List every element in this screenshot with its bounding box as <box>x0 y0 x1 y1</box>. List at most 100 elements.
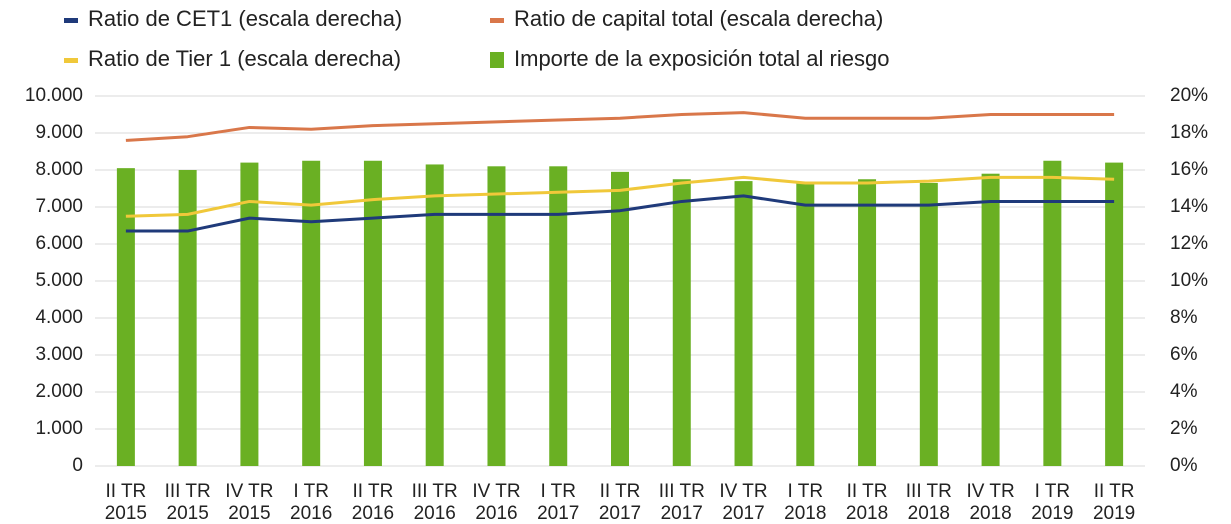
bar <box>116 168 135 466</box>
y-tick-label: 3.000 <box>35 344 83 365</box>
y-tick-label: 4.000 <box>35 307 83 328</box>
legend-label: Importe de la exposición total al riesgo <box>514 46 889 71</box>
bar <box>734 181 753 466</box>
x-tick-line: IV TR <box>719 481 767 502</box>
bar <box>425 164 444 466</box>
x-tick-line: 2016 <box>414 503 456 524</box>
x-tick-line: III TR <box>412 481 458 502</box>
x-tick-label: IV TR 2017 <box>719 481 767 524</box>
x-tick-line: 2017 <box>537 503 579 524</box>
y2-tick-label: 10% <box>1170 270 1208 291</box>
bar <box>1105 162 1124 466</box>
x-tick-line: 2018 <box>846 503 888 524</box>
x-tick-label: II TR 2017 <box>599 481 641 524</box>
legend-label: Ratio de capital total (escala derecha) <box>514 6 883 31</box>
x-tick-line: II TR <box>353 481 394 502</box>
bar <box>302 160 321 466</box>
bar <box>858 179 877 466</box>
bar <box>549 166 568 467</box>
x-tick-line: II TR <box>847 481 888 502</box>
y-tick-label: 9.000 <box>35 122 83 143</box>
x-tick-label: II TR 2016 <box>352 481 394 524</box>
x-tick-line: II TR <box>600 481 641 502</box>
x-tick-line: 2019 <box>1093 503 1135 524</box>
x-tick-label: I TR 2017 <box>537 481 579 524</box>
x-tick-label: III TR 2016 <box>412 481 458 524</box>
x-tick-line: 2015 <box>167 503 209 524</box>
y-tick-label: 10.000 <box>25 85 83 106</box>
x-tick-line: I TR <box>788 481 824 502</box>
bar <box>178 170 197 466</box>
x-tick-line: III TR <box>659 481 705 502</box>
x-tick-label: IV TR 2018 <box>966 481 1014 524</box>
x-tick-line: 2017 <box>722 503 764 524</box>
line-series <box>125 175 1115 218</box>
x-tick-line: IV TR <box>472 481 520 502</box>
legend-label: Ratio de Tier 1 (escala derecha) <box>88 46 401 71</box>
x-tick-line: 2018 <box>969 503 1011 524</box>
x-tick-label: I TR 2016 <box>290 481 332 524</box>
x-tick-line: 2015 <box>228 503 270 524</box>
x-tick-line: 2017 <box>599 503 641 524</box>
x-tick-line: 2016 <box>475 503 517 524</box>
bar <box>1043 160 1062 466</box>
legend-swatch <box>64 18 78 23</box>
x-tick-line: II TR <box>105 481 146 502</box>
x-tick-label: IV TR 2015 <box>225 481 273 524</box>
y-tick-label: 7.000 <box>35 196 83 217</box>
y2-tick-label: 4% <box>1170 381 1198 402</box>
x-tick-line: 2019 <box>1031 503 1073 524</box>
y-tick-label: 0 <box>72 455 83 476</box>
line-series <box>125 111 1115 142</box>
x-tick-line: 2018 <box>908 503 950 524</box>
bar <box>672 179 691 466</box>
y2-tick-label: 8% <box>1170 307 1198 328</box>
bar <box>919 182 938 466</box>
bar <box>796 182 815 466</box>
legend-swatch <box>64 58 78 63</box>
x-tick-label: II TR 2015 <box>105 481 147 524</box>
legend-swatch <box>490 52 504 68</box>
x-tick-line: IV TR <box>225 481 273 502</box>
legend-swatch <box>490 18 504 23</box>
y2-tick-label: 16% <box>1170 159 1208 180</box>
x-tick-label: III TR 2015 <box>165 481 211 524</box>
y2-tick-label: 12% <box>1170 233 1208 254</box>
x-tick-line: 2015 <box>105 503 147 524</box>
bar <box>611 171 629 466</box>
x-tick-line: 2017 <box>661 503 703 524</box>
y2-tick-label: 2% <box>1170 418 1198 439</box>
bar <box>487 166 506 467</box>
bar <box>981 173 1000 466</box>
y2-tick-label: 18% <box>1170 122 1208 143</box>
x-tick-label: I TR 2019 <box>1031 481 1073 524</box>
x-tick-label: II TR 2018 <box>846 481 888 524</box>
x-tick-line: 2016 <box>352 503 394 524</box>
legend-label: Ratio de CET1 (escala derecha) <box>88 6 402 31</box>
y-tick-label: 2.000 <box>35 381 83 402</box>
y2-tick-label: 0% <box>1170 455 1198 476</box>
x-tick-line: I TR <box>1035 481 1071 502</box>
y-tick-label: 1.000 <box>35 418 83 439</box>
x-tick-line: IV TR <box>966 481 1014 502</box>
x-tick-label: III TR 2017 <box>659 481 705 524</box>
y2-tick-label: 14% <box>1170 196 1208 217</box>
x-tick-line: 2016 <box>290 503 332 524</box>
y2-tick-label: 20% <box>1170 85 1208 106</box>
line-series <box>125 194 1115 233</box>
x-tick-label: III TR 2018 <box>906 481 952 524</box>
y-tick-label: 5.000 <box>35 270 83 291</box>
bar <box>240 162 259 466</box>
x-tick-line: I TR <box>293 481 329 502</box>
x-tick-line: III TR <box>165 481 211 502</box>
x-tick-line: III TR <box>906 481 952 502</box>
x-tick-line: 2018 <box>784 503 826 524</box>
x-tick-label: I TR 2018 <box>784 481 826 524</box>
y2-tick-label: 6% <box>1170 344 1198 365</box>
x-tick-line: II TR <box>1094 481 1135 502</box>
x-tick-line: I TR <box>540 481 576 502</box>
x-tick-label: II TR 2019 <box>1093 481 1135 524</box>
bar <box>363 160 382 466</box>
y-tick-label: 8.000 <box>35 159 83 180</box>
